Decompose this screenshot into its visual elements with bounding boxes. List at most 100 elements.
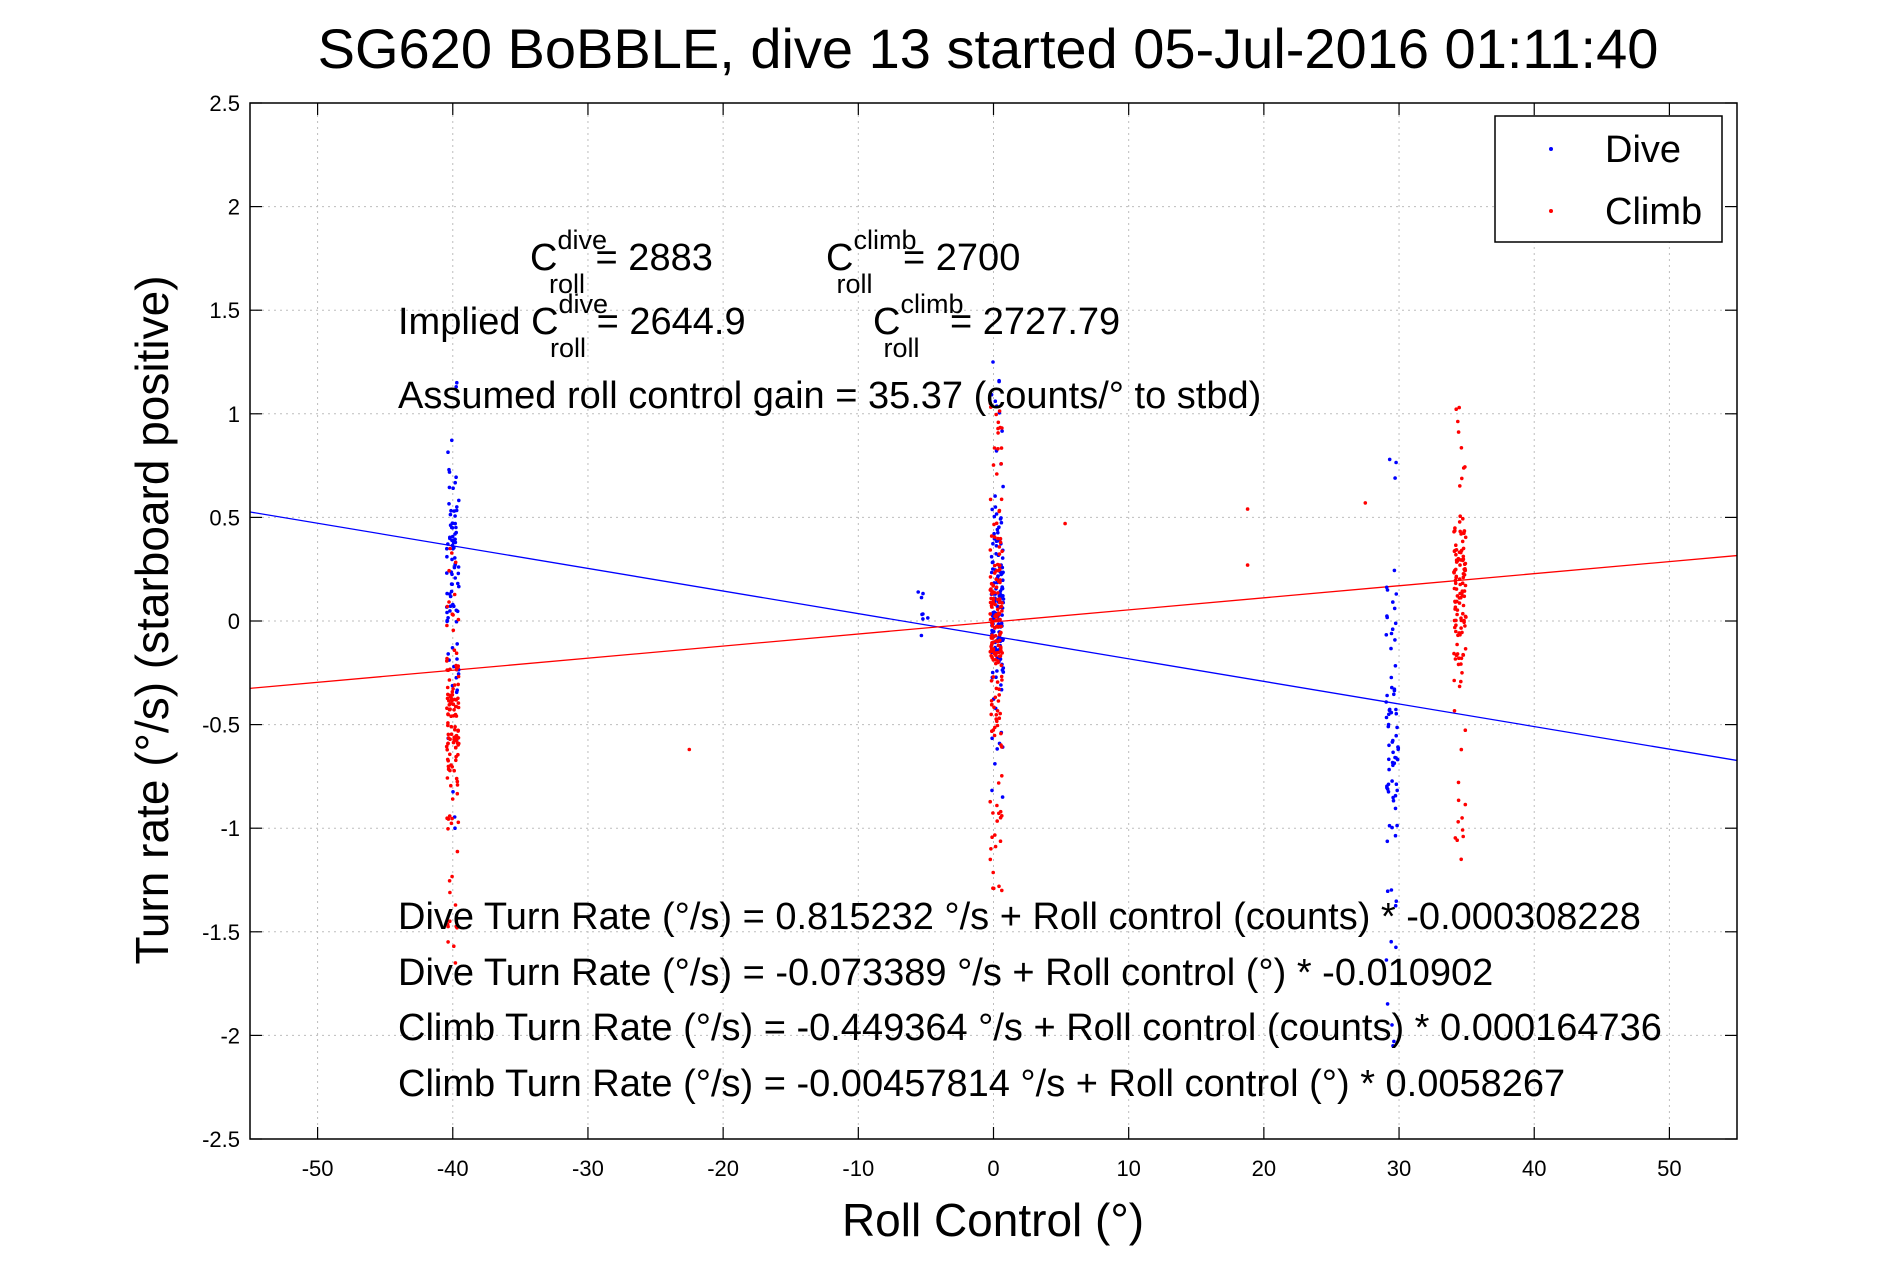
scatter-point (995, 472, 999, 476)
scatter-point (455, 849, 460, 854)
scatter-point (990, 619, 995, 624)
scatter-point (990, 736, 994, 741)
scatter-point (1455, 608, 1460, 612)
scatter-point (1462, 531, 1466, 536)
scatter-point (1461, 516, 1465, 521)
scatter-point (454, 663, 458, 668)
scatter-point (454, 776, 459, 781)
scatter-point (447, 879, 452, 883)
scatter-point (988, 401, 993, 406)
equation-2: Dive Turn Rate (°/s) = -0.073389 °/s + R… (398, 952, 1493, 994)
scatter-point (990, 670, 995, 675)
roll-gain-annotation: Assumed roll control gain = 35.37 (count… (398, 375, 1261, 417)
scatter-point (992, 531, 996, 536)
scatter-point (993, 762, 997, 766)
scatter-point (1000, 678, 1004, 682)
scatter-point (456, 674, 461, 679)
scatter-point (1391, 750, 1395, 755)
scatter-point (450, 521, 455, 525)
scatter-point (1363, 501, 1368, 505)
scatter-point (920, 612, 924, 617)
scatter-point (1460, 671, 1464, 675)
scatter-point (992, 563, 997, 568)
scatter-point (450, 646, 455, 650)
scatter-point (1459, 679, 1463, 684)
scatter-point (996, 420, 1001, 425)
scatter-point (452, 768, 457, 773)
scatter-point (997, 611, 1002, 616)
scatter-point (1461, 611, 1465, 616)
scatter-point (447, 600, 451, 604)
scatter-point (455, 380, 459, 385)
scatter-point (452, 815, 457, 819)
scatter-point (454, 651, 459, 655)
scatter-point (1385, 889, 1390, 893)
scatter-point (449, 724, 454, 729)
scatter-point (453, 521, 458, 526)
scatter-point (453, 826, 457, 830)
scatter-point (449, 821, 454, 826)
scatter-point (447, 502, 451, 506)
scatter-point (919, 595, 924, 600)
scatter-point (449, 732, 454, 736)
scatter-point (447, 707, 452, 712)
scatter-point (453, 961, 458, 965)
scatter-point (988, 649, 993, 654)
scatter-point (988, 799, 992, 804)
scatter-point (998, 654, 1003, 658)
scatter-point (444, 744, 449, 749)
y-tick-label: 2.5 (209, 91, 240, 116)
scatter-point (448, 694, 453, 698)
scatter-point (1453, 528, 1457, 533)
scatter-point (1454, 629, 1458, 634)
scatter-point (990, 633, 994, 638)
scatter-point (446, 732, 451, 737)
scatter-point (457, 498, 461, 503)
scatter-point (989, 642, 994, 647)
scatter-point (1245, 563, 1250, 567)
scatter-point (454, 525, 458, 530)
scatter-point (1390, 685, 1394, 690)
scatter-point (449, 508, 453, 513)
scatter-point (446, 741, 450, 746)
plot-frame (249, 102, 1738, 1140)
scatter-point (445, 776, 450, 780)
scatter-point (1000, 774, 1004, 778)
scatter-point (445, 546, 449, 551)
scatter-point (1384, 700, 1388, 704)
scatter-point (450, 534, 455, 539)
scatter-point (990, 560, 995, 565)
scatter-point (455, 791, 460, 796)
scatter-point (451, 702, 456, 706)
scatter-point (1459, 857, 1463, 862)
scatter-point (450, 874, 454, 879)
scatter-point (448, 512, 453, 517)
scatter-point (1394, 460, 1398, 465)
scatter-point (1245, 507, 1250, 511)
scatter-point (1453, 578, 1458, 583)
scatter-point (445, 591, 449, 596)
scatter-point (445, 706, 449, 710)
legend-climb-label: Climb (1605, 191, 1702, 233)
scatter-point (450, 526, 455, 530)
scatter-point (992, 571, 997, 575)
scatter-point (991, 811, 995, 815)
scatter-point (989, 534, 994, 538)
scatter-point (456, 581, 460, 586)
scatter-point (451, 628, 456, 633)
scatter-point (998, 567, 1002, 572)
scatter-point (993, 695, 998, 700)
scatter-point (455, 609, 460, 614)
equation-3: Climb Turn Rate (°/s) = -0.449364 °/s + … (398, 1007, 1662, 1049)
scatter-point (445, 656, 449, 661)
scatter-point (1000, 556, 1005, 560)
scatter-point (1457, 631, 1461, 635)
scatter-point (452, 648, 457, 652)
scatter-point (445, 610, 449, 615)
scatter-point (1456, 820, 1460, 824)
scatter-point (999, 674, 1004, 679)
scatter-point (921, 591, 925, 596)
scatter-point (1460, 589, 1465, 593)
scatter-point (999, 604, 1004, 609)
scatter-point (451, 714, 456, 718)
